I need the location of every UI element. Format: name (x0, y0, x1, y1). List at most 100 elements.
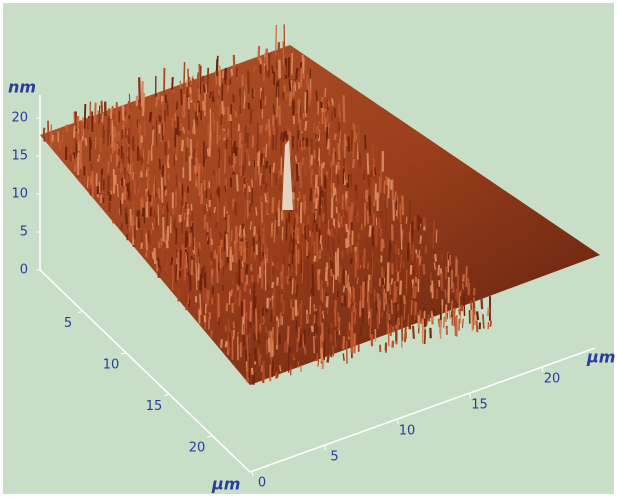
spike (274, 104, 275, 114)
spike (415, 286, 416, 298)
spike (154, 248, 155, 264)
spike (398, 271, 399, 281)
spike (272, 282, 273, 288)
spike (248, 200, 249, 215)
spike (335, 330, 336, 347)
spike (287, 353, 288, 359)
spike (205, 304, 206, 314)
spike (273, 266, 274, 276)
spike (129, 147, 130, 164)
spike (240, 170, 241, 176)
spike (112, 184, 113, 191)
spike (208, 123, 209, 148)
spike (368, 263, 369, 270)
spike (312, 264, 313, 296)
spike (237, 271, 238, 284)
spike (205, 206, 206, 215)
spike (211, 193, 212, 200)
y-tick-label: 20 (189, 441, 206, 456)
spike (407, 278, 408, 298)
spike (243, 130, 244, 137)
spike (335, 108, 336, 118)
spike (225, 186, 226, 193)
spike (276, 25, 277, 55)
spike (308, 329, 309, 335)
spike (204, 180, 205, 191)
spike (197, 103, 198, 117)
spike (221, 114, 222, 125)
spike (300, 334, 301, 346)
spike (447, 328, 448, 335)
spike (322, 322, 323, 341)
spike (323, 162, 324, 168)
spike (245, 126, 246, 143)
spike (296, 156, 297, 163)
spike (226, 203, 227, 213)
spike (269, 53, 270, 77)
spike (483, 314, 484, 328)
spike (245, 201, 246, 224)
spike (182, 140, 183, 151)
spike (245, 281, 246, 292)
spike (330, 341, 331, 357)
spike (66, 124, 67, 132)
spike (463, 283, 464, 289)
spike (291, 299, 292, 308)
spike (175, 128, 176, 141)
spike (320, 235, 321, 243)
spike (389, 240, 390, 260)
spike (425, 330, 426, 344)
spike (143, 149, 144, 159)
z-tick-label: 10 (11, 187, 28, 202)
spike (126, 213, 127, 224)
spike (488, 308, 489, 316)
spike (167, 240, 168, 248)
spike (175, 113, 176, 121)
spike (184, 213, 185, 221)
spike (100, 137, 101, 152)
spike (292, 278, 293, 294)
spike (314, 124, 315, 133)
spike (298, 130, 299, 139)
spike (162, 165, 163, 177)
z-tick-label: 5 (20, 225, 28, 240)
spike (225, 68, 226, 80)
spike (370, 164, 371, 176)
spike (198, 249, 199, 264)
spike (259, 324, 260, 330)
spike (171, 257, 172, 265)
spike (378, 244, 379, 253)
spike (98, 111, 99, 119)
spike (419, 250, 420, 258)
spike (175, 154, 176, 160)
spike (203, 279, 204, 303)
spike (295, 231, 296, 239)
spike (102, 101, 103, 116)
spike (78, 116, 79, 128)
spike (413, 326, 414, 339)
spike (123, 105, 124, 121)
spike (297, 164, 298, 181)
spike (82, 122, 83, 136)
spike (376, 225, 377, 247)
spike (187, 262, 188, 272)
spike (235, 202, 236, 215)
spike (227, 303, 228, 311)
spike (280, 312, 281, 325)
spike (137, 211, 138, 217)
z-tick-label: 15 (11, 149, 28, 164)
spike (446, 305, 447, 323)
spike (266, 183, 267, 192)
spike (139, 178, 140, 194)
spike (411, 300, 412, 315)
spike (139, 153, 140, 160)
spike (249, 186, 250, 192)
spike (204, 85, 205, 93)
spike (213, 96, 214, 102)
y-tick-label: 5 (64, 316, 72, 331)
spike (368, 153, 369, 174)
spike (236, 94, 237, 101)
spike (256, 207, 257, 215)
spike (296, 284, 297, 297)
spike (233, 322, 234, 329)
